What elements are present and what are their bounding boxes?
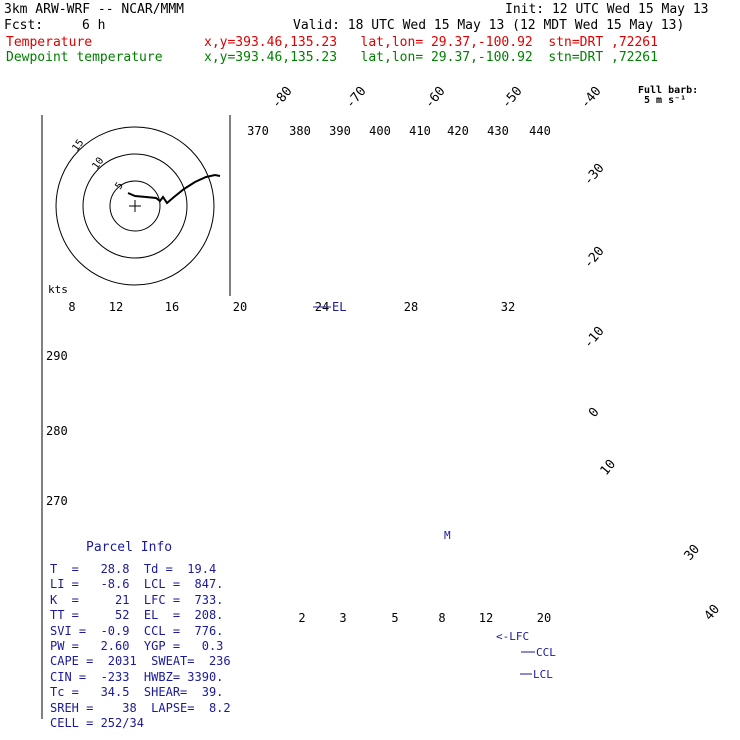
wind-speed-tick-label: 32: [501, 300, 515, 314]
valid-time: Valid: 18 UTC Wed 15 May 13 (12 MDT Wed …: [293, 18, 685, 33]
parcel-row: LI = -8.6 LCL = 847.: [50, 577, 224, 592]
parcel-row: SREH = 38 LAPSE= 8.2: [50, 700, 231, 715]
theta-label: 410: [409, 124, 431, 138]
isotherm-label: -80: [269, 84, 296, 112]
theta-label: 290: [46, 349, 68, 363]
lfc-level-label: <-LFC: [496, 630, 529, 643]
parcel-row: TT = 52 EL = 208.: [50, 608, 224, 623]
hodograph-ring: [82, 153, 188, 259]
parcel-info-rows: T = 28.8 Td = 19.4 LI = -8.6 LCL = 847. …: [50, 562, 231, 731]
mixing-ratio-label: 12: [479, 611, 493, 625]
theta-label: 280: [46, 424, 68, 438]
parcel-info-box: [45, 535, 230, 730]
isotherm-label: 0: [586, 405, 603, 421]
isotherm-label: -60: [422, 84, 449, 112]
theta-label: 370: [247, 124, 269, 138]
hodograph-ring: [109, 180, 161, 232]
isotherm-label: -30: [581, 161, 608, 189]
dewpoint-legend: Dewpoint temperature: [6, 50, 163, 65]
theta-label: 400: [369, 124, 391, 138]
isotherm-label: 30: [682, 542, 704, 564]
el-level-label: EL: [332, 300, 346, 314]
theta-label: 430: [487, 124, 509, 138]
parcel-row: CIN = -233 HWBZ= 3390.: [50, 669, 224, 684]
forecast-label: Fcst:: [4, 18, 44, 33]
wind-speed-tick-label: 8: [68, 300, 75, 314]
wind-speed-tick-label: 16: [165, 300, 179, 314]
isotherm-label: -10: [581, 324, 608, 352]
theta-label: 270: [46, 494, 68, 508]
parcel-row: T = 28.8 Td = 19.4: [50, 562, 217, 576]
parcel-row: Tc = 34.5 SHEAR= 39.: [50, 685, 224, 700]
theta-label: 380: [289, 124, 311, 138]
hodograph-trace: [127, 173, 221, 205]
parcel-row: CAPE = 2031 SWEAT= 236: [50, 654, 231, 669]
mixing-ratio-label: 5: [391, 611, 398, 625]
hodograph-ring: [55, 126, 215, 286]
theta-label: 440: [529, 124, 551, 138]
hodograph-ring-label: 5: [113, 180, 125, 191]
dewpoint-location-info: x,y=393.46,135.23 lat,lon= 29.37,-100.92…: [204, 50, 658, 65]
isotherm-label: 10: [598, 457, 620, 479]
parcel-row: PW = 2.60 YGP = 0.3: [50, 639, 224, 654]
parcel-row: K = 21 LFC = 733.: [50, 592, 224, 607]
isotherm-label: 40: [702, 602, 724, 624]
wind-speed-tick-label: 28: [404, 300, 418, 314]
mixing-ratio-label: 3: [339, 611, 346, 625]
model-title: 3km ARW-WRF -- NCAR/MMM: [4, 2, 185, 17]
isotherm-label: -40: [578, 84, 605, 112]
mixing-ratio-label: 8: [438, 611, 445, 625]
mixing-ratio-label: 2: [298, 611, 305, 625]
wind-speed-tick-label: 12: [109, 300, 123, 314]
level-marker-label: M: [444, 529, 451, 542]
temperature-location-info: x,y=393.46,135.23 lat,lon= 29.37,-100.92…: [204, 35, 658, 50]
wind-speed-tick-label: 20: [233, 300, 247, 314]
parcel-row: SVI = -0.9 CCL = 776.: [50, 623, 224, 638]
theta-label: 420: [447, 124, 469, 138]
parcel-info-title: Parcel Info: [86, 540, 173, 555]
temperature-legend: Temperature: [6, 35, 93, 50]
theta-label: 390: [329, 124, 351, 138]
barb-unit-label: 5 m s⁻¹: [644, 95, 687, 106]
parcel-row: CELL = 252/34: [50, 716, 144, 731]
hodograph-unit-label: kts: [48, 283, 68, 296]
ccl-level-label: CCL: [536, 646, 556, 659]
forecast-hour: 6 h: [82, 18, 106, 33]
isotherm-label: -20: [581, 244, 608, 272]
isotherm-label: -50: [499, 84, 526, 112]
isotherm-label: -70: [343, 84, 370, 112]
mixing-ratio-label: 20: [537, 611, 551, 625]
full-barb-label: Full barb:: [638, 85, 699, 96]
init-time: Init: 12 UTC Wed 15 May 13: [505, 2, 709, 17]
lcl-level-label: LCL: [533, 668, 553, 681]
